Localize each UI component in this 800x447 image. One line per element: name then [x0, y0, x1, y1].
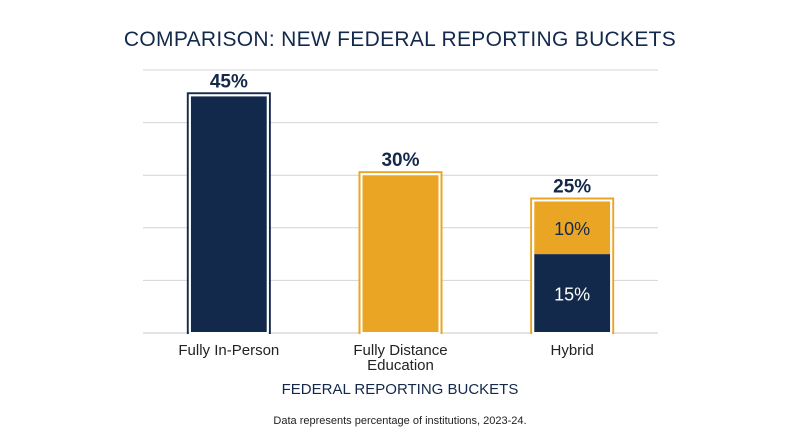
data-label: 45% — [210, 71, 248, 92]
segment-label: 10% — [554, 219, 590, 239]
data-label: 30% — [381, 150, 419, 171]
bar-segment — [190, 96, 267, 333]
data-label: 25% — [553, 177, 591, 198]
bar-segment — [362, 175, 439, 333]
x-tick-label: Fully In-Person — [178, 342, 279, 359]
bar-inner-border — [532, 199, 613, 334]
bar-segment — [534, 254, 611, 333]
x-tick-label: Fully Distance Education — [353, 342, 447, 374]
x-axis-title: FEDERAL REPORTING BUCKETS — [281, 381, 519, 398]
chart-title: COMPARISON: NEW FEDERAL REPORTING BUCKET… — [123, 28, 677, 51]
segment-label: 15% — [554, 285, 590, 305]
x-tick-label: Hybrid — [550, 342, 593, 359]
bar-segment — [534, 201, 611, 255]
bar-inner-border — [360, 173, 441, 334]
footnote: Data represents percentage of institutio… — [273, 415, 527, 427]
bar-inner-border — [188, 94, 269, 334]
